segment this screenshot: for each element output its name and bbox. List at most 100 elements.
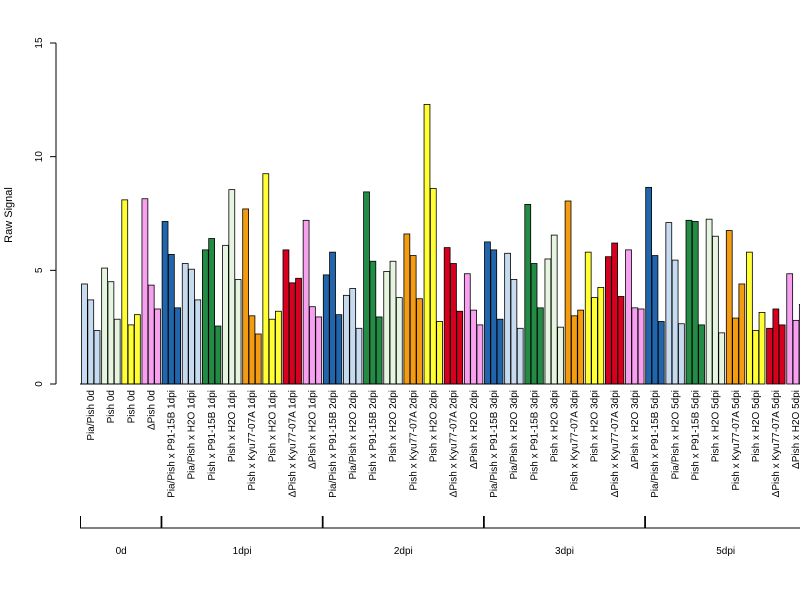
bar	[698, 324, 705, 385]
bar	[161, 221, 169, 385]
x-tick-label: Pia/Pish 0d	[86, 390, 97, 441]
bar	[403, 233, 411, 385]
bar	[577, 309, 585, 385]
bar	[496, 318, 504, 385]
bar	[389, 260, 397, 385]
bar	[651, 255, 659, 385]
x-tick-label: ΔPish x H2O 5dpi	[791, 390, 800, 469]
bar	[369, 260, 377, 385]
bar	[631, 307, 639, 385]
bar	[101, 267, 108, 385]
bar	[87, 299, 95, 385]
x-tick-label: Pish x H2O 3dpi	[590, 390, 601, 462]
bar	[81, 283, 88, 385]
bar	[302, 219, 310, 385]
bar	[121, 199, 129, 385]
x-tick-label: Pish x Kyu77-07A 1dpi	[247, 390, 258, 491]
y-tick-label: 5	[34, 267, 45, 273]
bar	[113, 318, 121, 385]
bar	[201, 249, 209, 385]
bar	[375, 316, 383, 385]
bar	[282, 249, 290, 385]
x-tick-label: Pish x H2O 1dpi	[267, 390, 278, 462]
x-tick-label: ΔPish x Kyu77-07A 1dpi	[287, 390, 298, 497]
bar	[141, 198, 149, 385]
x-tick-label: Pia/Pish x H2O 1dpi	[187, 390, 198, 480]
bar	[167, 254, 175, 385]
bar	[288, 282, 296, 385]
x-tick-label: Pish x H2O 2dpi	[388, 390, 399, 462]
bar	[752, 330, 760, 385]
bar	[738, 283, 746, 385]
bar	[147, 284, 155, 385]
x-tick-label: ΔPish 0d	[146, 390, 157, 430]
bar	[778, 324, 786, 385]
bar	[758, 311, 766, 385]
y-tick-label: 0	[34, 381, 45, 387]
bar	[746, 251, 753, 385]
x-tick-label: Pish x H2O 5dpi	[711, 390, 722, 462]
x-tick-label: ΔPish x H2O 3dpi	[630, 390, 641, 469]
bar	[637, 308, 645, 385]
bar	[463, 273, 471, 385]
bar	[544, 258, 552, 385]
group-label: 5dpi	[716, 546, 735, 557]
y-axis: 0 5 10 15	[34, 37, 57, 387]
group-label: 0d	[116, 546, 127, 557]
bar	[343, 294, 350, 385]
x-tick-label: ΔPish x Kyu77-07A 3dpi	[610, 390, 621, 497]
group-label: 1dpi	[233, 546, 252, 557]
bar	[591, 297, 598, 385]
bar	[268, 318, 276, 385]
bar	[470, 309, 477, 385]
bar	[443, 247, 451, 385]
x-tick-label: Pish x Kyu77-07A 5dpi	[731, 390, 742, 491]
x-tick-label: Pish 0d	[126, 390, 137, 423]
bar	[450, 263, 457, 385]
bar	[665, 222, 673, 385]
bar	[248, 315, 256, 385]
bar	[416, 298, 423, 385]
bar	[363, 191, 370, 385]
bar	[584, 251, 592, 385]
bar	[772, 308, 780, 385]
bar	[309, 306, 316, 385]
bar	[490, 249, 498, 385]
x-tick-label: Pish x P91-15B 2dpi	[368, 390, 379, 481]
bar	[597, 286, 605, 385]
bar	[530, 263, 538, 385]
bar	[671, 259, 679, 385]
bar	[691, 221, 699, 385]
bar	[725, 230, 733, 385]
bar	[133, 314, 141, 385]
x-tick-label: Pish x P91-15B 5dpi	[690, 390, 701, 481]
x-tick-label: Pish x H2O 3dpi	[549, 390, 560, 462]
group-bracket	[644, 516, 800, 529]
x-tick-label: Pish x H2O 2dpi	[429, 390, 440, 462]
bar	[188, 268, 195, 385]
bar	[617, 296, 625, 385]
bar	[524, 204, 532, 385]
bar	[275, 310, 282, 385]
bar	[718, 332, 726, 385]
bar	[550, 234, 558, 385]
x-tick-label: Pia/Pish x H2O 2dpi	[348, 390, 359, 480]
group-bracket	[160, 516, 324, 529]
bar	[222, 244, 229, 385]
bar	[194, 299, 202, 385]
x-tick-labels: Pia/Pish 0d Pish 0d Pish 0d ΔPish 0d Pia/Pis…	[86, 390, 800, 498]
x-tick-label: Pish x Kyu77-07A 2dpi	[408, 390, 419, 491]
bar	[792, 319, 800, 385]
x-tick-label: ΔPish x H2O 2dpi	[469, 390, 480, 469]
bar	[476, 324, 484, 385]
x-tick-label: ΔPish x Kyu77-07A 2dpi	[449, 390, 460, 497]
bar	[611, 242, 619, 385]
bar	[436, 321, 443, 385]
bar	[510, 279, 518, 385]
y-axis-label: Raw Signal	[3, 187, 15, 243]
x-tick-label: ΔPish x H2O 1dpi	[308, 390, 319, 469]
bar	[107, 281, 115, 385]
bar	[516, 327, 524, 385]
bar	[645, 186, 653, 385]
group-bracket	[483, 516, 646, 529]
